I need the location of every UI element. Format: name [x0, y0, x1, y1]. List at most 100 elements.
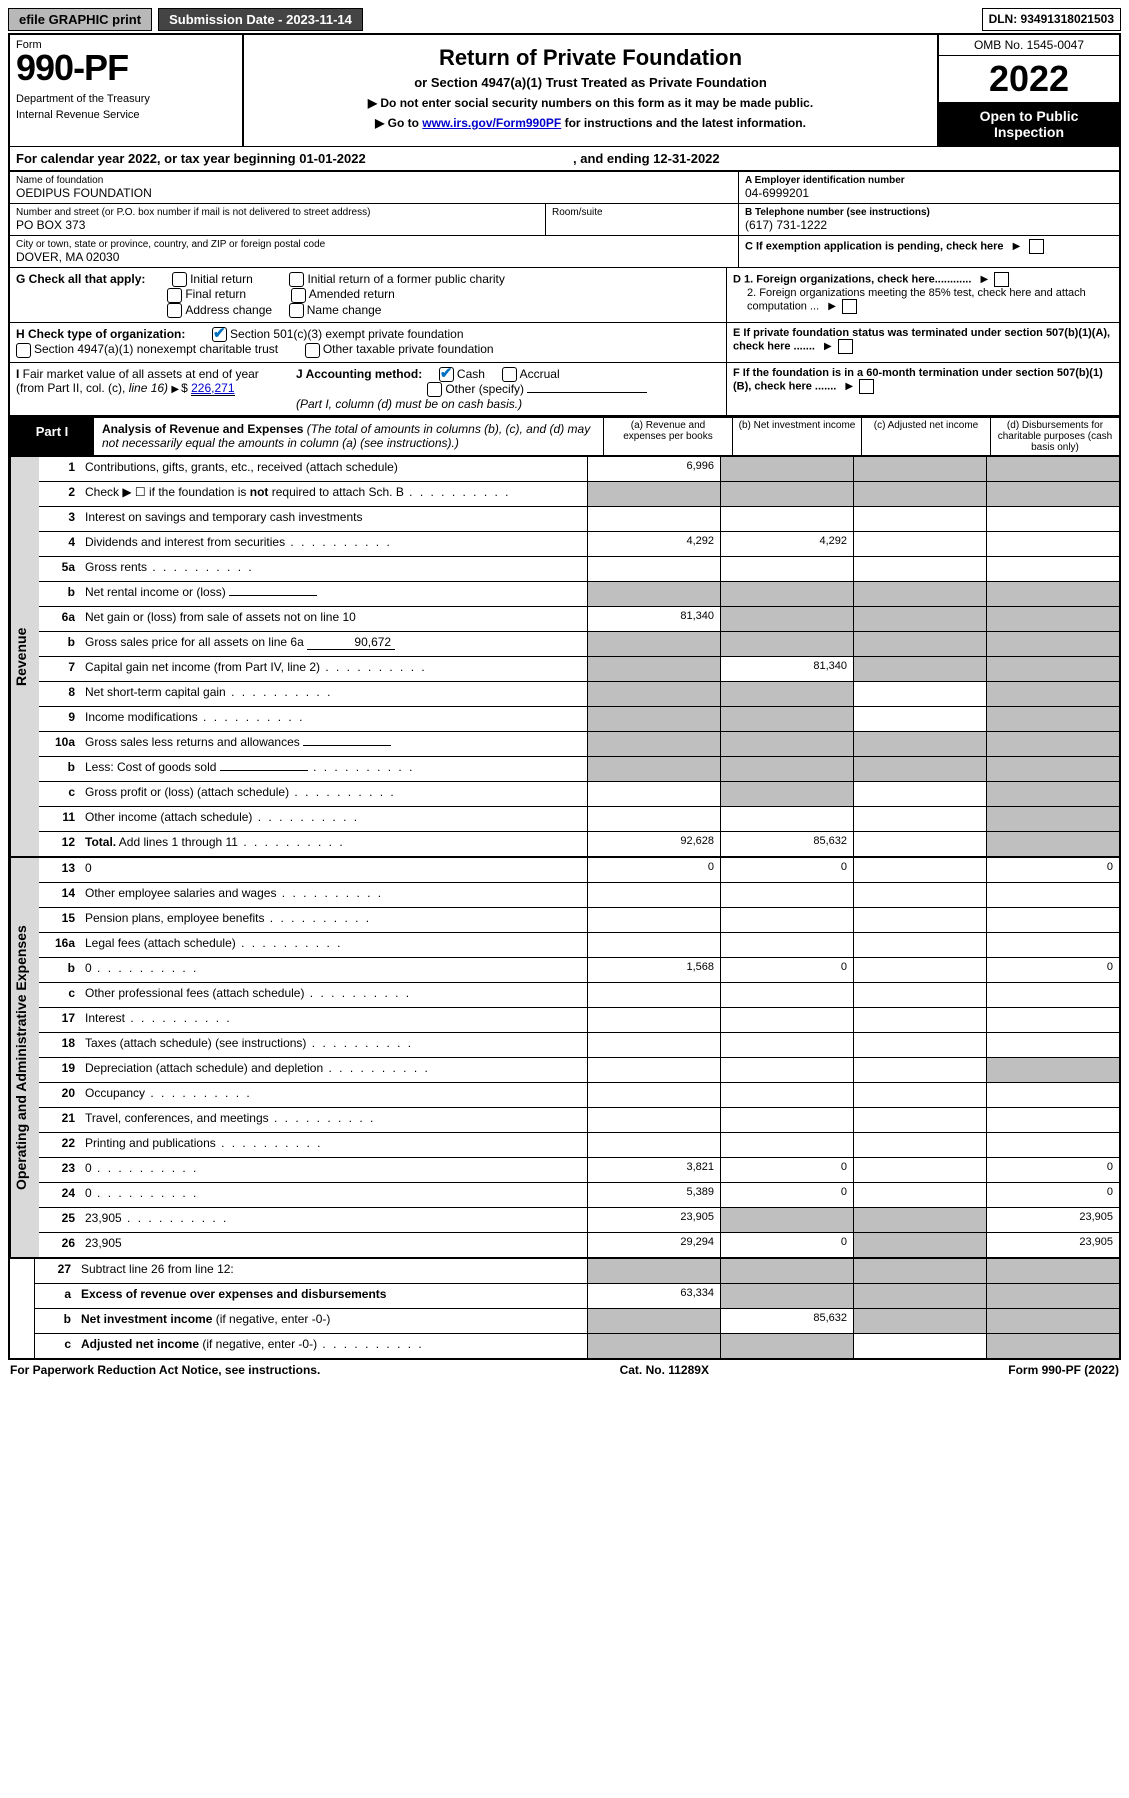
line-26: 2623,90529,294023,905: [39, 1232, 1119, 1257]
room-cell: Room/suite: [545, 204, 738, 236]
expenses-grid: Operating and Administrative Expenses 13…: [8, 858, 1121, 1259]
line-8: 8Net short-term capital gain: [39, 681, 1119, 706]
foundation-name-cell: Name of foundation OEDIPUS FOUNDATION: [10, 172, 738, 204]
line-13: 130000: [39, 858, 1119, 882]
line-1: 1Contributions, gifts, grants, etc., rec…: [39, 457, 1119, 481]
line-14: 14Other employee salaries and wages: [39, 882, 1119, 907]
line-3: 3Interest on savings and temporary cash …: [39, 506, 1119, 531]
checkbox-4947[interactable]: [16, 343, 31, 358]
line-4: 4Dividends and interest from securities4…: [39, 531, 1119, 556]
line-25: 2523,90523,90523,905: [39, 1207, 1119, 1232]
checkbox-f[interactable]: [859, 379, 874, 394]
dept-irs: Internal Revenue Service: [16, 109, 236, 121]
line-23: 2303,82100: [39, 1157, 1119, 1182]
fmv-link[interactable]: 226,271: [191, 381, 234, 396]
checkbox-name-change[interactable]: [289, 303, 304, 318]
line-27: 27Subtract line 26 from line 12:: [35, 1259, 1119, 1283]
checkbox-c[interactable]: [1029, 239, 1044, 254]
col-b-header: (b) Net investment income: [732, 418, 861, 455]
checkbox-accrual[interactable]: [502, 367, 517, 382]
header-right: OMB No. 1545-0047 2022 Open to Public In…: [937, 35, 1119, 146]
checkbox-other-method[interactable]: [427, 382, 442, 397]
dept-treasury: Department of the Treasury: [16, 93, 236, 105]
header-center: Return of Private Foundation or Section …: [244, 35, 937, 146]
line-16c: cOther professional fees (attach schedul…: [39, 982, 1119, 1007]
submission-date-label: Submission Date - 2023-11-14: [158, 8, 363, 31]
part1-header: Part I Analysis of Revenue and Expenses …: [8, 417, 1121, 457]
h-e-row: H Check type of organization: Section 50…: [8, 323, 1121, 363]
form-title: Return of Private Foundation: [252, 45, 929, 71]
ein-cell: A Employer identification number 04-6999…: [739, 172, 1119, 204]
line-12: 12Total. Add lines 1 through 1192,62885,…: [39, 831, 1119, 856]
checkbox-initial-former[interactable]: [289, 272, 304, 287]
line-5b: bNet rental income or (loss): [39, 581, 1119, 606]
revenue-side-label: Revenue: [10, 457, 39, 856]
checkbox-cash[interactable]: [439, 367, 454, 382]
form-subtitle: or Section 4947(a)(1) Trust Treated as P…: [252, 75, 929, 90]
tax-year: 2022: [939, 56, 1119, 102]
line-27c: cAdjusted net income (if negative, enter…: [35, 1333, 1119, 1358]
line-9: 9Income modifications: [39, 706, 1119, 731]
checkbox-amended[interactable]: [291, 288, 306, 303]
revenue-grid: Revenue 1Contributions, gifts, grants, e…: [8, 457, 1121, 858]
line-5a: 5aGross rents: [39, 556, 1119, 581]
arrow-icon: [1013, 240, 1023, 252]
checkbox-initial-return[interactable]: [172, 272, 187, 287]
line-20: 20Occupancy: [39, 1082, 1119, 1107]
catalog-number: Cat. No. 11289X: [620, 1363, 709, 1377]
city-cell: City or town, state or province, country…: [10, 236, 738, 267]
line-27b: bNet investment income (if negative, ent…: [35, 1308, 1119, 1333]
line-27a: aExcess of revenue over expenses and dis…: [35, 1283, 1119, 1308]
efile-print-button[interactable]: efile GRAPHIC print: [8, 8, 152, 31]
open-to-public: Open to Public Inspection: [939, 102, 1119, 146]
line-19: 19Depreciation (attach schedule) and dep…: [39, 1057, 1119, 1082]
line-18: 18Taxes (attach schedule) (see instructi…: [39, 1032, 1119, 1057]
checkbox-d1[interactable]: [994, 272, 1009, 287]
form-ref: Form 990-PF (2022): [1008, 1363, 1119, 1377]
line-15: 15Pension plans, employee benefits: [39, 907, 1119, 932]
ssn-warning: ▶ Do not enter social security numbers o…: [252, 96, 929, 110]
checkbox-final-return[interactable]: [167, 288, 182, 303]
street-cell: Number and street (or P.O. box number if…: [10, 204, 545, 236]
net-grid: 27Subtract line 26 from line 12:aExcess …: [8, 1259, 1121, 1360]
checkbox-e[interactable]: [838, 339, 853, 354]
form-number: 990-PF: [16, 47, 236, 89]
line-11: 11Other income (attach schedule): [39, 806, 1119, 831]
instructions-link[interactable]: www.irs.gov/Form990PF: [422, 116, 561, 130]
calendar-year-row: For calendar year 2022, or tax year begi…: [8, 146, 1121, 172]
line-10b: bLess: Cost of goods sold: [39, 756, 1119, 781]
line-17: 17Interest: [39, 1007, 1119, 1032]
line-10c: cGross profit or (loss) (attach schedule…: [39, 781, 1119, 806]
col-c-header: (c) Adjusted net income: [861, 418, 990, 455]
checkbox-other-taxable[interactable]: [305, 343, 320, 358]
omb-number: OMB No. 1545-0047: [939, 35, 1119, 56]
checkbox-501c3[interactable]: [212, 327, 227, 342]
paperwork-notice: For Paperwork Reduction Act Notice, see …: [10, 1363, 320, 1377]
dln-label: DLN: 93491318021503: [982, 8, 1121, 31]
g-d-row: G Check all that apply: Initial return I…: [8, 267, 1121, 323]
line-7: 7Capital gain net income (from Part IV, …: [39, 656, 1119, 681]
line-6b: bGross sales price for all assets on lin…: [39, 631, 1119, 656]
line-21: 21Travel, conferences, and meetings: [39, 1107, 1119, 1132]
i-j-f-row: I Fair market value of all assets at end…: [8, 363, 1121, 418]
checkbox-d2[interactable]: [842, 299, 857, 314]
top-bar: efile GRAPHIC print Submission Date - 20…: [8, 8, 1121, 31]
line-16a: 16aLegal fees (attach schedule): [39, 932, 1119, 957]
line-10a: 10aGross sales less returns and allowanc…: [39, 731, 1119, 756]
phone-cell: B Telephone number (see instructions) (6…: [739, 204, 1119, 236]
col-d-header: (d) Disbursements for charitable purpose…: [990, 418, 1119, 455]
header-left: Form 990-PF Department of the Treasury I…: [10, 35, 244, 146]
line-16b: b01,56800: [39, 957, 1119, 982]
identity-block: Name of foundation OEDIPUS FOUNDATION Nu…: [8, 172, 1121, 267]
instructions-link-line: ▶ Go to www.irs.gov/Form990PF for instru…: [252, 116, 929, 130]
line-6a: 6aNet gain or (loss) from sale of assets…: [39, 606, 1119, 631]
form-header: Form 990-PF Department of the Treasury I…: [8, 33, 1121, 146]
page-footer: For Paperwork Reduction Act Notice, see …: [8, 1360, 1121, 1380]
checkbox-address-change[interactable]: [167, 303, 182, 318]
expenses-side-label: Operating and Administrative Expenses: [10, 858, 39, 1257]
col-a-header: (a) Revenue and expenses per books: [603, 418, 732, 455]
line-22: 22Printing and publications: [39, 1132, 1119, 1157]
line-24: 2405,38900: [39, 1182, 1119, 1207]
line-2: 2Check ▶ ☐ if the foundation is not requ…: [39, 481, 1119, 506]
part1-tab: Part I: [10, 418, 94, 455]
